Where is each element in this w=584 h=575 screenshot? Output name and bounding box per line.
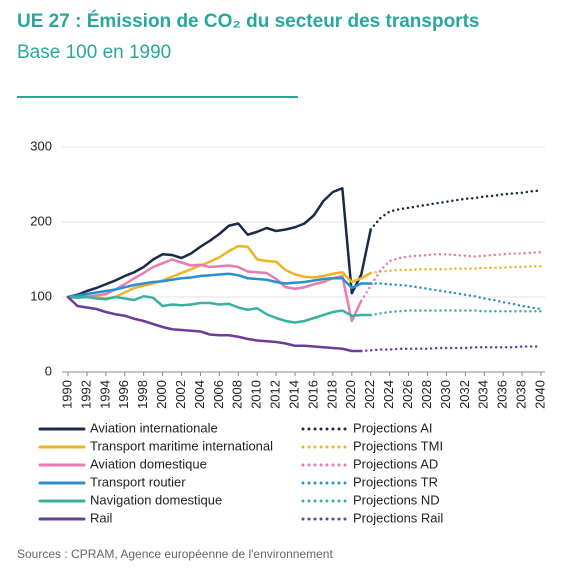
x-tick-label: 2008 — [230, 380, 245, 409]
chart-subtitle: Base 100 en 1990 — [17, 42, 171, 63]
projection-line — [369, 282, 543, 311]
x-tick-label: 2032 — [457, 380, 472, 409]
x-tick-label: 2012 — [268, 380, 283, 409]
x-tick-label: 2002 — [173, 380, 188, 409]
legend-label: Navigation domestique — [90, 492, 222, 507]
y-tick-label: 300 — [30, 138, 52, 153]
legend-label: Aviation internationale — [90, 420, 218, 435]
x-tick-label: 2018 — [324, 380, 339, 409]
series-line — [66, 244, 372, 300]
legend-label: Projections AD — [353, 456, 438, 471]
x-tick-label: 1992 — [78, 380, 93, 409]
projection-line — [369, 189, 543, 231]
legend-label: Projections TR — [353, 474, 438, 489]
x-tick-label: 2030 — [438, 380, 453, 409]
legend-label: Aviation domestique — [90, 456, 207, 471]
projection-line — [369, 265, 543, 275]
y-tick-label: 200 — [30, 213, 52, 228]
legend-label: Transport maritime international — [90, 438, 273, 453]
series-line — [66, 295, 372, 324]
x-tick-label: 2040 — [532, 380, 547, 409]
x-tick-label: 1996 — [116, 380, 131, 409]
x-tick-label: 2014 — [286, 380, 301, 409]
x-tick-label: 2006 — [211, 380, 226, 409]
projection-line — [360, 250, 543, 302]
x-tick-label: 2024 — [381, 380, 396, 409]
series-line — [66, 295, 363, 353]
x-tick-label: 2020 — [343, 380, 358, 409]
x-tick-label: 1990 — [59, 380, 74, 409]
x-tick-label: 2000 — [154, 380, 169, 409]
x-tick-label: 2016 — [305, 380, 320, 409]
series-line — [66, 272, 372, 299]
projection-line — [369, 309, 543, 317]
x-tick-label: 2034 — [476, 380, 491, 409]
y-tick-label: 0 — [45, 363, 52, 378]
x-tick-label: 2036 — [495, 380, 510, 409]
legend-label: Projections Rail — [353, 510, 443, 525]
x-tick-label: 2026 — [400, 380, 415, 409]
legend-label: Transport routier — [90, 474, 186, 489]
series-line — [66, 187, 372, 299]
x-tick-label: 1994 — [97, 380, 112, 409]
x-tick-label: 2022 — [362, 380, 377, 409]
y-tick-label: 100 — [30, 288, 52, 303]
x-tick-label: 2038 — [514, 380, 529, 409]
x-tick-label: 2028 — [419, 380, 434, 409]
x-tick-label: 2010 — [249, 380, 264, 409]
legend-label: Projections AI — [353, 420, 433, 435]
chart-title: UE 27 : Émission de CO₂ du secteur des t… — [17, 10, 479, 32]
legend-label: Projections ND — [353, 492, 440, 507]
x-tick-label: 2004 — [192, 380, 207, 409]
x-tick-label: 1998 — [135, 380, 150, 409]
legend-label: Rail — [90, 510, 113, 525]
projection-line — [360, 345, 543, 353]
source: Sources : CPRAM, Agence européenne de l'… — [17, 547, 333, 561]
legend-label: Projections TMI — [353, 438, 443, 453]
